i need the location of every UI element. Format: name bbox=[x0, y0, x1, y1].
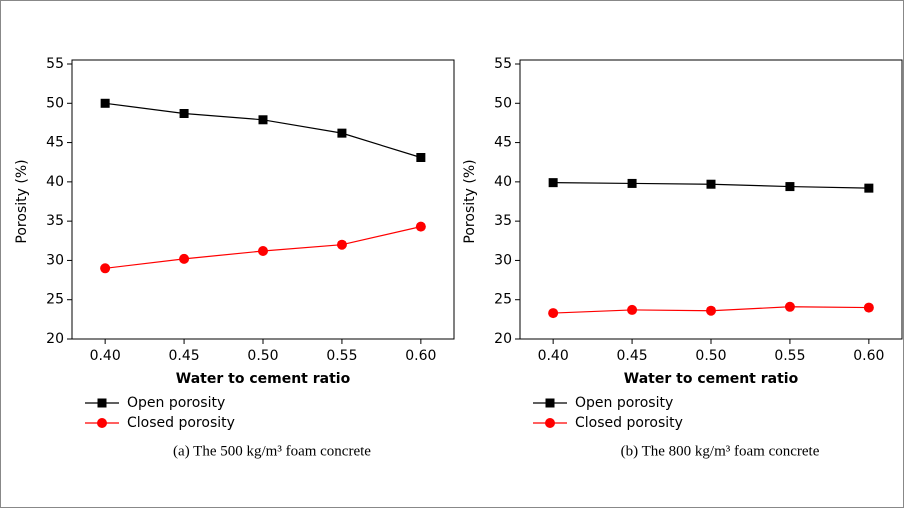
y-tick-label: 45 bbox=[494, 135, 512, 151]
x-tick-label: 0.60 bbox=[405, 348, 436, 364]
data-point bbox=[864, 183, 874, 193]
y-axis-label: Porosity (%) bbox=[14, 159, 30, 243]
legend-label: Open porosity bbox=[127, 395, 225, 411]
x-tick-label: 0.45 bbox=[168, 348, 199, 364]
y-tick-label: 50 bbox=[46, 95, 64, 111]
x-tick-label: 0.55 bbox=[774, 348, 805, 364]
y-axis-label: Porosity (%) bbox=[462, 159, 478, 243]
data-point bbox=[706, 179, 716, 189]
x-tick-label: 0.50 bbox=[695, 348, 726, 364]
x-tick-label: 0.40 bbox=[538, 348, 569, 364]
data-point bbox=[258, 115, 268, 125]
data-point bbox=[706, 305, 716, 316]
legend-label: Open porosity bbox=[575, 395, 673, 411]
data-point bbox=[336, 239, 347, 250]
y-tick-label: 35 bbox=[494, 213, 512, 229]
legend-marker bbox=[545, 418, 555, 428]
x-tick-label: 0.45 bbox=[616, 348, 647, 364]
data-point bbox=[179, 109, 189, 118]
caption: (a) The 500 kg/m³ foam concrete bbox=[173, 443, 371, 459]
y-tick-label: 55 bbox=[46, 56, 64, 72]
y-tick-label: 40 bbox=[494, 174, 512, 190]
x-tick-label: 0.55 bbox=[326, 348, 357, 364]
y-tick-label: 45 bbox=[46, 135, 64, 151]
data-point bbox=[179, 253, 190, 264]
data-point bbox=[627, 304, 638, 315]
y-tick-label: 35 bbox=[46, 213, 64, 229]
y-tick-label: 40 bbox=[46, 174, 64, 190]
data-point bbox=[548, 178, 558, 188]
data-point bbox=[784, 301, 795, 312]
legend-label: Closed porosity bbox=[127, 415, 235, 431]
y-tick-label: 25 bbox=[46, 292, 64, 308]
x-tick-label: 0.50 bbox=[247, 348, 278, 364]
y-tick-label: 30 bbox=[46, 252, 64, 268]
y-tick-label: 20 bbox=[46, 331, 64, 347]
x-axis-label: Water to cement ratio bbox=[176, 371, 351, 387]
y-tick-label: 50 bbox=[494, 95, 512, 111]
data-point bbox=[785, 182, 795, 192]
x-axis-label: Water to cement ratio bbox=[624, 371, 799, 387]
caption: (b) The 800 kg/m³ foam concrete bbox=[621, 443, 820, 459]
data-point bbox=[100, 263, 111, 274]
legend-label: Closed porosity bbox=[575, 415, 683, 431]
y-tick-label: 25 bbox=[494, 292, 512, 308]
data-point bbox=[337, 128, 347, 138]
data-point bbox=[258, 246, 268, 256]
y-tick-label: 20 bbox=[494, 331, 512, 347]
x-tick-label: 0.40 bbox=[90, 348, 121, 364]
data-point bbox=[627, 178, 637, 188]
legend-marker bbox=[97, 418, 107, 428]
data-point bbox=[863, 302, 874, 313]
legend-marker bbox=[97, 398, 107, 408]
x-tick-label: 0.60 bbox=[853, 348, 884, 364]
data-point bbox=[100, 98, 110, 108]
y-tick-label: 30 bbox=[494, 252, 512, 268]
legend-marker bbox=[545, 398, 555, 408]
data-point bbox=[548, 308, 559, 319]
y-tick-label: 55 bbox=[494, 56, 512, 72]
data-point bbox=[416, 153, 426, 162]
data-point bbox=[415, 221, 426, 232]
